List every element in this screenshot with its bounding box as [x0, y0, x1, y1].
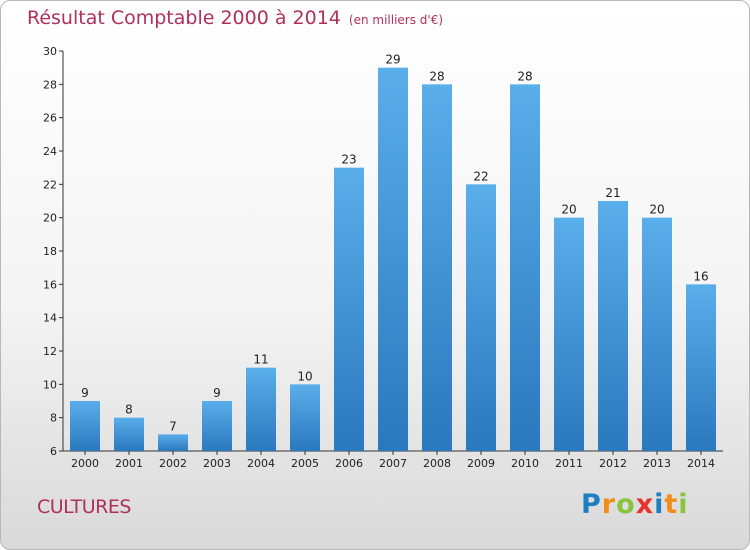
bar-2002	[158, 434, 188, 451]
x-tick-label-2000: 2000	[71, 457, 99, 470]
x-tick-label-2004: 2004	[247, 457, 275, 470]
logo-letter: P	[581, 489, 602, 520]
x-tick-label-2007: 2007	[379, 457, 407, 470]
value-label-2013: 20	[649, 203, 664, 217]
y-tick-label: 26	[43, 112, 57, 125]
x-tick-label-2013: 2013	[643, 457, 671, 470]
value-label-2000: 9	[81, 386, 89, 400]
x-tick-label-2011: 2011	[555, 457, 583, 470]
value-label-2005: 10	[297, 369, 312, 383]
value-label-2012: 21	[605, 186, 620, 200]
chart-subtitle: (en milliers d'€)	[348, 13, 444, 27]
y-tick-label: 30	[43, 45, 57, 58]
x-tick-label-2003: 2003	[203, 457, 231, 470]
proxiti-logo: Proxiti	[581, 489, 689, 520]
logo-letter: o	[616, 489, 636, 520]
logo-letter: r	[601, 489, 617, 520]
logo-letter: i	[654, 489, 665, 520]
value-label-2003: 9	[213, 386, 221, 400]
bar-2001	[114, 417, 144, 451]
value-label-2002: 7	[169, 419, 177, 433]
bar-2013	[642, 217, 672, 451]
value-label-2009: 22	[473, 169, 488, 183]
bar-2000	[70, 401, 100, 451]
value-label-2004: 11	[253, 353, 268, 367]
value-label-2014: 16	[693, 269, 708, 283]
bar-2009	[466, 184, 496, 452]
bar-2008	[422, 84, 452, 451]
x-tick-label-2001: 2001	[115, 457, 143, 470]
y-tick-label: 28	[43, 78, 57, 91]
y-tick-label: 16	[43, 278, 57, 291]
value-label-2011: 20	[561, 203, 576, 217]
value-label-2001: 8	[125, 403, 133, 417]
chart-title: Résultat Comptable 2000 à 2014 (en millie…	[27, 7, 443, 29]
y-tick-label: 8	[50, 412, 57, 425]
y-tick-label: 6	[50, 445, 57, 458]
x-tick-label-2006: 2006	[335, 457, 363, 470]
bar-2007	[378, 67, 408, 452]
x-tick-label-2012: 2012	[599, 457, 627, 470]
bar-2005	[290, 384, 320, 451]
x-tick-label-2002: 2002	[159, 457, 187, 470]
y-tick-label: 24	[43, 145, 57, 158]
logo-letter: i	[678, 489, 689, 520]
value-label-2010: 28	[517, 69, 532, 83]
commune-name: CULTURES	[37, 496, 131, 518]
logo-letter: t	[664, 489, 679, 520]
bar-2011	[554, 217, 584, 451]
x-tick-label-2014: 2014	[687, 457, 715, 470]
bar-2010	[510, 84, 540, 451]
x-tick-label-2008: 2008	[423, 457, 451, 470]
y-tick-label: 12	[43, 345, 57, 358]
logo-letter: x	[635, 489, 655, 520]
x-tick-label-2010: 2010	[511, 457, 539, 470]
bar-2004	[246, 367, 276, 451]
value-label-2008: 28	[429, 69, 444, 83]
value-label-2007: 29	[385, 53, 400, 67]
bar-2014	[686, 284, 716, 451]
y-tick-label: 10	[43, 378, 57, 391]
x-tick-label-2005: 2005	[291, 457, 319, 470]
chart-title-text: Résultat Comptable 2000 à 2014	[27, 7, 341, 29]
y-tick-label: 14	[43, 312, 57, 325]
x-tick-label-2009: 2009	[467, 457, 495, 470]
y-tick-label: 22	[43, 178, 57, 191]
bar-2012	[598, 201, 628, 451]
y-tick-label: 18	[43, 245, 57, 258]
bar-2003	[202, 401, 232, 451]
bar-2006	[334, 167, 364, 451]
value-label-2006: 23	[341, 153, 356, 167]
y-tick-label: 20	[43, 212, 57, 225]
